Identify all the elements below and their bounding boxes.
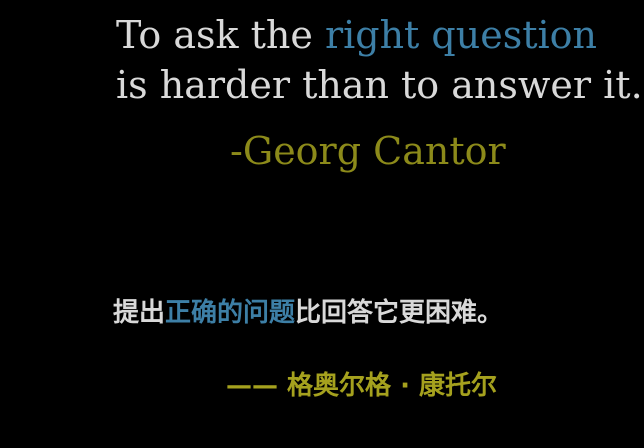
author-chinese: —— 格奥尔格 · 康托尔: [226, 371, 498, 401]
author-english: -Georg Cantor: [230, 129, 506, 173]
quote-english-line-2: is harder than to answer it.: [116, 63, 643, 107]
quote-english-highlight: right question: [324, 13, 597, 57]
quote-chinese-start: 提出: [113, 298, 166, 328]
quote-chinese-end: 比回答它更困难。: [295, 298, 504, 328]
quote-english-line-1: To ask the right question: [116, 10, 643, 60]
quote-chinese: 提出正确的问题比回答它更困难。: [113, 295, 503, 331]
quote-chinese-highlight: 正确的问题: [165, 298, 296, 328]
quote-english: To ask the right question is harder than…: [116, 10, 643, 110]
quote-english-line-1-start: To ask the: [116, 13, 325, 57]
